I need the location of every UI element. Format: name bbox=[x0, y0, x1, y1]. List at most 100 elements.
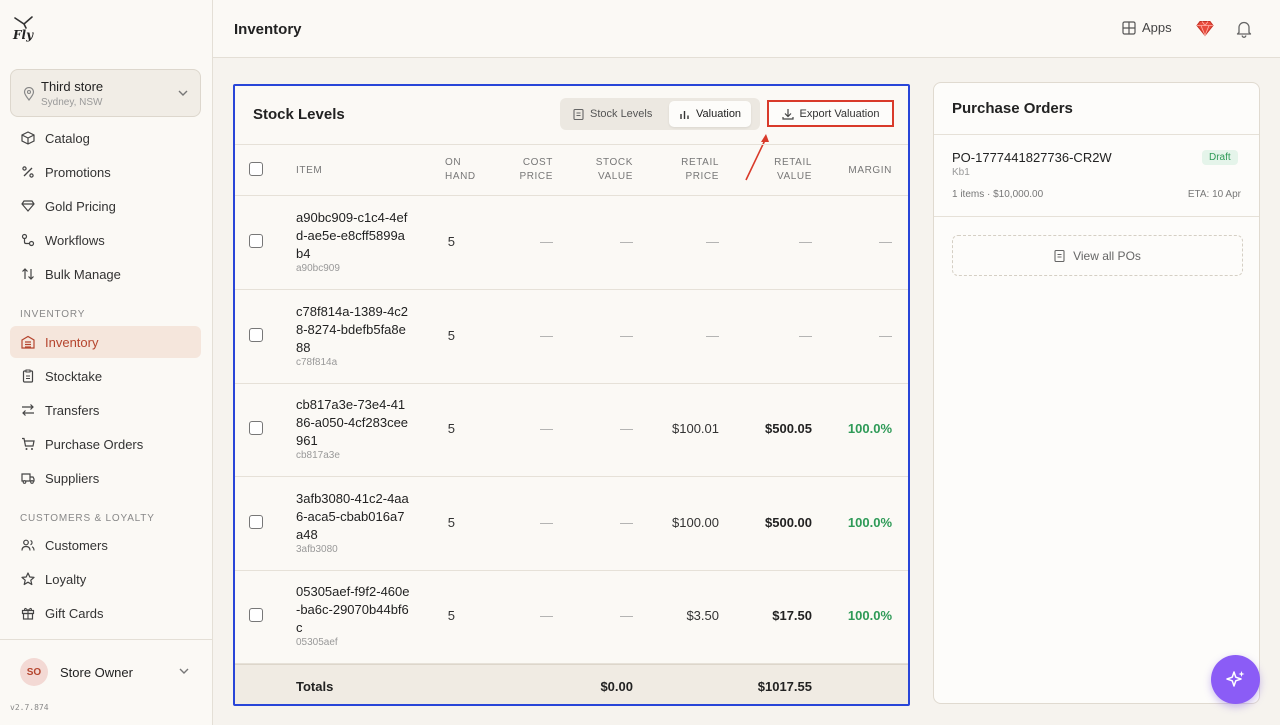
status-badge: Draft bbox=[1202, 150, 1238, 165]
store-selector[interactable]: Third store Sydney, NSW bbox=[10, 69, 201, 117]
col-item: ITEM bbox=[296, 165, 323, 176]
tab-valuation[interactable]: Valuation bbox=[669, 101, 752, 127]
users-icon bbox=[20, 537, 36, 553]
item-name[interactable]: cb817a3e-73e4-4186-a050-4cf283cee961 bbox=[296, 397, 409, 448]
user-name[interactable]: Store Owner bbox=[60, 665, 133, 680]
sidebar-item-loyalty[interactable]: Loyalty bbox=[10, 563, 201, 595]
tab-label: Valuation bbox=[696, 108, 742, 120]
col-retail-value[interactable]: RETAIL VALUE bbox=[762, 156, 812, 184]
sidebar-item-label: Suppliers bbox=[45, 470, 100, 486]
tab-stock-levels[interactable]: Stock Levels bbox=[563, 101, 662, 127]
workflow-icon bbox=[20, 232, 36, 248]
divider bbox=[934, 216, 1259, 217]
col-line: RETAIL bbox=[774, 157, 812, 168]
gem-icon[interactable] bbox=[1196, 20, 1214, 37]
percent-icon bbox=[20, 164, 36, 180]
view-all-pos-button[interactable]: View all POs bbox=[952, 235, 1243, 276]
sidebar-item-customers[interactable]: Customers bbox=[10, 529, 201, 561]
sidebar-item-bulk-manage[interactable]: Bulk Manage bbox=[10, 258, 201, 290]
totals-row: Totals $0.00 $1017.55 bbox=[235, 664, 908, 704]
item-name[interactable]: 05305aef-f9f2-460e-ba6c-29070b44bf6c bbox=[296, 584, 410, 635]
col-on-hand[interactable]: ON HAND bbox=[445, 156, 476, 184]
col-line: VALUE bbox=[776, 171, 812, 182]
col-retail-price[interactable]: RETAIL PRICE bbox=[669, 156, 719, 184]
chevron-down-icon bbox=[178, 90, 188, 96]
item-sku: 3afb3080 bbox=[296, 544, 338, 555]
sidebar-item-workflows[interactable]: Workflows bbox=[10, 224, 201, 256]
sidebar-item-inventory[interactable]: Inventory bbox=[10, 326, 201, 358]
po-number[interactable]: PO-1777441827736-CR2W bbox=[952, 150, 1112, 165]
item-sku: c78f814a bbox=[296, 357, 338, 368]
sidebar-item-label: Stocktake bbox=[45, 368, 103, 384]
annotation-arrow bbox=[745, 134, 769, 181]
box-icon bbox=[20, 130, 36, 146]
margin: — bbox=[879, 234, 892, 249]
truck-icon bbox=[20, 470, 36, 486]
sidebar-item-label: Transfers bbox=[45, 402, 100, 418]
sidebar-item-gift-cards[interactable]: Gift Cards bbox=[10, 597, 201, 629]
retail-price: $3.50 bbox=[686, 608, 719, 623]
retail-value: — bbox=[799, 328, 812, 343]
sidebar-item-label: Promotions bbox=[45, 164, 111, 180]
col-stock-value[interactable]: STOCK VALUE bbox=[585, 156, 633, 184]
item-sku: cb817a3e bbox=[296, 450, 340, 461]
divider bbox=[934, 134, 1259, 135]
panel-title: Stock Levels bbox=[253, 106, 345, 123]
item-name[interactable]: a90bc909-c1c4-4efd-ae5e-e8cff5899ab4 bbox=[296, 210, 408, 261]
table-row[interactable]: 3afb3080-41c2-4aa6-aca5-cbab016a7a48 3af… bbox=[235, 477, 908, 571]
item-name[interactable]: 3afb3080-41c2-4aa6-aca5-cbab016a7a48 bbox=[296, 491, 409, 542]
sidebar-item-transfers[interactable]: Transfers bbox=[10, 394, 201, 426]
logo-text: Fly bbox=[13, 28, 34, 42]
stock-value: — bbox=[620, 515, 633, 530]
table-row[interactable]: c78f814a-1389-4c28-8274-bdefb5fa8e88 c78… bbox=[235, 290, 908, 384]
row-checkbox[interactable] bbox=[249, 328, 263, 342]
ai-assistant-button[interactable] bbox=[1211, 655, 1260, 704]
table-row[interactable]: 05305aef-f9f2-460e-ba6c-29070b44bf6c 053… bbox=[235, 570, 908, 664]
bar-chart-icon bbox=[680, 110, 689, 119]
section-customers-loyalty: CUSTOMERS & LOYALTY bbox=[20, 513, 155, 524]
store-location: Sydney, NSW bbox=[41, 97, 103, 108]
diamond-icon bbox=[20, 198, 36, 214]
sidebar-item-catalog[interactable]: Catalog bbox=[10, 122, 201, 154]
row-checkbox[interactable] bbox=[249, 234, 263, 248]
col-line: RETAIL bbox=[681, 157, 719, 168]
sidebar-item-purchase-orders[interactable]: Purchase Orders bbox=[10, 428, 201, 460]
chevron-down-icon[interactable] bbox=[179, 667, 189, 675]
sidebar: Fly Third store Sydney, NSW Catalog Prom… bbox=[0, 0, 213, 725]
cost-price: — bbox=[540, 234, 553, 249]
export-label: Export Valuation bbox=[799, 107, 880, 120]
logo-icon[interactable] bbox=[12, 14, 36, 44]
retail-price: — bbox=[706, 234, 719, 249]
sidebar-item-promotions[interactable]: Promotions bbox=[10, 156, 201, 188]
col-line: STOCK bbox=[595, 157, 633, 168]
sparkles-icon bbox=[1225, 670, 1244, 687]
table-row[interactable]: a90bc909-c1c4-4efd-ae5e-e8cff5899ab4 a90… bbox=[235, 196, 908, 290]
po-eta: ETA: 10 Apr bbox=[1187, 189, 1241, 200]
table-row[interactable]: cb817a3e-73e4-4186-a050-4cf283cee961 cb8… bbox=[235, 383, 908, 477]
totals-retail-value: $1017.55 bbox=[757, 679, 812, 694]
avatar[interactable]: SO bbox=[20, 658, 48, 686]
row-checkbox[interactable] bbox=[249, 608, 263, 622]
retail-price: $100.01 bbox=[672, 421, 719, 436]
purchase-orders-panel: Purchase Orders PO-1777441827736-CR2W Dr… bbox=[933, 82, 1260, 704]
grid-icon bbox=[1122, 20, 1136, 35]
retail-price: $100.00 bbox=[672, 515, 719, 530]
select-all-checkbox[interactable] bbox=[249, 162, 263, 176]
row-checkbox[interactable] bbox=[249, 515, 263, 529]
retail-value: $500.05 bbox=[765, 421, 812, 436]
sidebar-item-suppliers[interactable]: Suppliers bbox=[10, 462, 201, 494]
sidebar-item-stocktake[interactable]: Stocktake bbox=[10, 360, 201, 392]
store-name: Third store bbox=[41, 79, 104, 94]
col-margin[interactable]: MARGIN bbox=[848, 165, 892, 176]
section-inventory: INVENTORY bbox=[20, 309, 86, 320]
retail-value: — bbox=[799, 234, 812, 249]
apps-button[interactable]: Apps bbox=[1122, 20, 1172, 35]
stock-value: — bbox=[620, 328, 633, 343]
row-checkbox[interactable] bbox=[249, 421, 263, 435]
col-cost-price[interactable]: COST PRICE bbox=[515, 156, 553, 184]
export-valuation-button[interactable]: Export Valuation bbox=[767, 100, 894, 127]
item-name[interactable]: c78f814a-1389-4c28-8274-bdefb5fa8e88 bbox=[296, 304, 409, 355]
bell-icon[interactable] bbox=[1236, 20, 1252, 38]
retail-value: $500.00 bbox=[765, 515, 812, 530]
sidebar-item-gold-pricing[interactable]: Gold Pricing bbox=[10, 190, 201, 222]
